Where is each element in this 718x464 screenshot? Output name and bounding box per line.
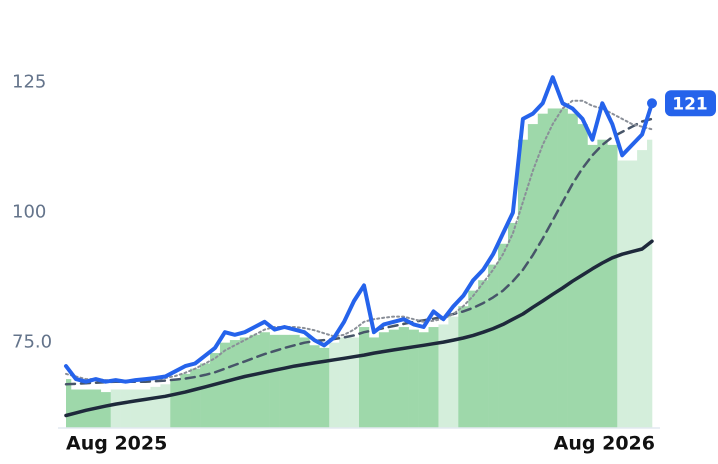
y-tick-label: 100 [12, 202, 46, 223]
bar [448, 316, 459, 428]
bar [627, 160, 638, 429]
bar [100, 392, 111, 428]
bar [388, 329, 400, 428]
bar [408, 329, 419, 428]
y-tick-label: 125 [12, 71, 46, 92]
x-tick-label: Aug 2026 [554, 433, 655, 455]
bar [200, 363, 211, 428]
bar [239, 337, 251, 428]
bar [537, 113, 549, 429]
bar [140, 389, 151, 428]
bar [219, 342, 231, 428]
bar [269, 334, 280, 428]
bar [488, 264, 499, 428]
bar [587, 144, 598, 429]
bar [130, 389, 141, 428]
bar [70, 389, 82, 428]
last-point [647, 98, 657, 109]
bar [359, 327, 370, 428]
bar [110, 389, 121, 428]
bar [339, 337, 350, 428]
bar [299, 337, 310, 428]
bar [259, 332, 270, 428]
bar [617, 160, 628, 429]
bar [527, 124, 539, 428]
bar [319, 347, 330, 428]
bar [597, 139, 608, 428]
bar [229, 340, 241, 428]
bar [478, 280, 489, 428]
bar [557, 108, 568, 428]
bar [368, 337, 380, 428]
bar [647, 139, 653, 428]
bar [160, 384, 171, 428]
bar [498, 243, 509, 428]
bar [507, 222, 519, 428]
bar [120, 389, 131, 428]
bar [180, 373, 191, 428]
bar [150, 386, 161, 428]
bar [249, 334, 260, 428]
bar [378, 332, 390, 428]
line [64, 239, 654, 418]
bar [418, 332, 429, 428]
bar [329, 342, 340, 428]
line [64, 117, 654, 386]
bar [637, 150, 648, 428]
bar [567, 113, 578, 429]
bar [398, 327, 409, 428]
bar [547, 108, 558, 428]
bar [468, 290, 479, 428]
bar [210, 353, 221, 428]
bar [607, 144, 618, 429]
line [64, 75, 654, 384]
y-tick-label: 75.0 [12, 332, 52, 353]
bar [279, 334, 290, 428]
bar [190, 368, 201, 428]
x-tick-label: Aug 2025 [66, 433, 167, 455]
bar [438, 324, 449, 428]
bar [309, 345, 320, 428]
value-label: 121 [672, 94, 708, 114]
line [65, 99, 653, 382]
bar [66, 379, 72, 428]
bar [428, 327, 439, 428]
value-badge [665, 90, 716, 117]
bar [349, 337, 360, 428]
bar [170, 379, 181, 428]
bar [458, 306, 469, 428]
bar [517, 139, 529, 428]
bar [289, 334, 300, 428]
